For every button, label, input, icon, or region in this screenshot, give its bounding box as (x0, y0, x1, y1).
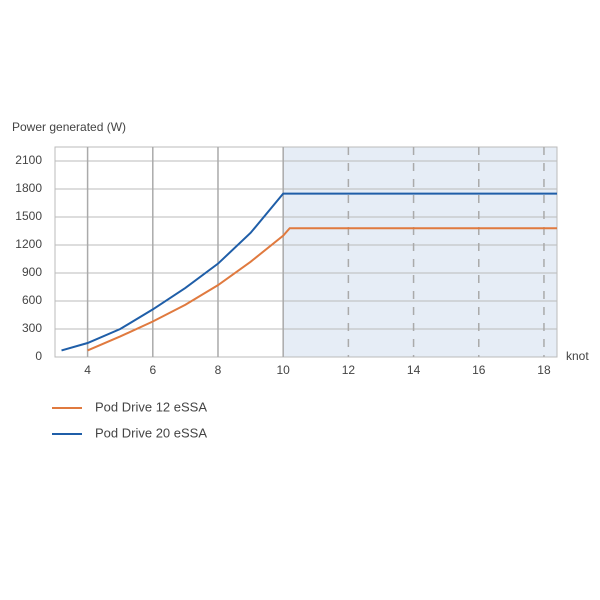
x-tick-label: 6 (149, 363, 156, 377)
x-tick-label: 18 (537, 363, 551, 377)
x-tick-label: 10 (277, 363, 291, 377)
y-axis-label: Power generated (W) (12, 120, 126, 134)
x-tick-label: 8 (215, 363, 222, 377)
y-tick-label: 1500 (15, 209, 42, 223)
x-tick-label: 4 (84, 363, 91, 377)
shaded-region (283, 147, 557, 357)
x-tick-label: 12 (342, 363, 356, 377)
series-line (61, 192, 557, 352)
y-tick-label: 600 (22, 293, 42, 307)
y-tick-label: 1800 (15, 181, 42, 195)
legend-label: Pod Drive 12 eSSA (95, 399, 207, 414)
y-tick-label: 0 (35, 349, 42, 363)
y-tick-label: 2100 (15, 153, 42, 167)
y-tick-label: 300 (22, 321, 42, 335)
series-line (87, 227, 557, 352)
x-tick-label: 16 (472, 363, 486, 377)
x-tick-label: 14 (407, 363, 421, 377)
x-axis-label: knot (566, 349, 589, 363)
y-tick-label: 900 (22, 265, 42, 279)
y-tick-label: 1200 (15, 237, 42, 251)
legend-label: Pod Drive 20 eSSA (95, 425, 207, 440)
legend: Pod Drive 12 eSSA Pod Drive 20 eSSA (52, 399, 207, 440)
